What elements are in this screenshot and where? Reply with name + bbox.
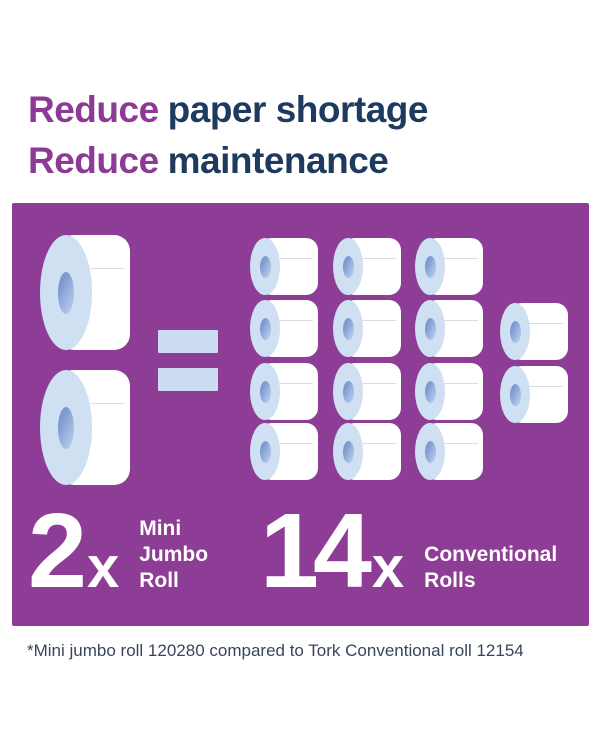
conventional-count-label: Conventional Rolls: [424, 543, 558, 592]
jumbo-count: 2 x Mini Jumbo Roll: [28, 498, 209, 604]
footnote: *Mini jumbo roll 120280 compared to Tork…: [27, 641, 524, 660]
jumbo-count-multiplier: x: [86, 535, 120, 600]
title-highlight: Reduce: [28, 140, 159, 181]
conventional-roll-icon: [415, 423, 483, 480]
conventional-roll-icon: [415, 238, 483, 295]
conventional-roll-icon: [500, 303, 568, 360]
conventional-roll-icon: [333, 363, 401, 420]
conventional-roll-icon: [250, 363, 318, 420]
title-line-2: Reduce maintenance: [28, 135, 428, 186]
title-rest: maintenance: [167, 140, 389, 181]
comparison-panel: 2 x Mini Jumbo Roll 14 x Conventional Rolls: [12, 203, 589, 626]
conventional-roll-icon: [333, 423, 401, 480]
conventional-roll-icon: [250, 300, 318, 357]
jumbo-count-label: Mini Jumbo Roll: [139, 517, 209, 592]
conventional-roll-icon: [250, 423, 318, 480]
conventional-roll-icon: [415, 300, 483, 357]
jumbo-count-number: 2: [28, 492, 87, 610]
conventional-count-multiplier: x: [371, 535, 405, 600]
conventional-count: 14 x Conventional Rolls: [260, 498, 558, 604]
title-highlight: Reduce: [28, 89, 159, 130]
conventional-roll-icon: [333, 238, 401, 295]
conventional-count-number: 14: [260, 492, 372, 610]
title-line-1: Reduce paper shortage: [28, 84, 428, 135]
conventional-roll-icon: [250, 238, 318, 295]
mini-jumbo-roll-icon: [40, 235, 130, 350]
title-rest: paper shortage: [167, 89, 429, 130]
conventional-roll-icon: [415, 363, 483, 420]
mini-jumbo-roll-icon: [40, 370, 130, 485]
conventional-roll-icon: [500, 366, 568, 423]
page-title: Reduce paper shortage Reduce maintenance: [28, 84, 428, 186]
equals-icon: [158, 330, 218, 406]
conventional-roll-icon: [333, 300, 401, 357]
